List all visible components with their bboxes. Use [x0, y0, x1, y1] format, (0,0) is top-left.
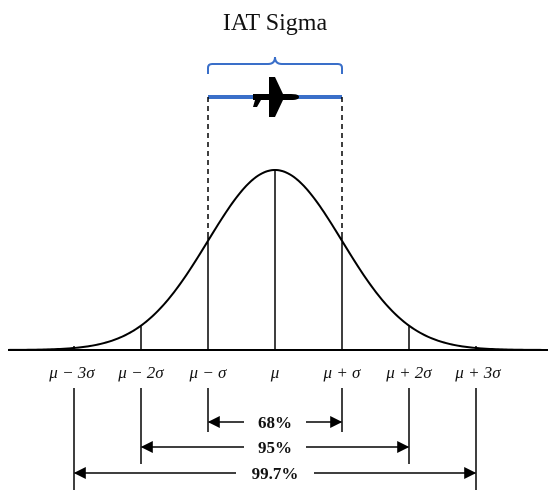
tick-label-plus1: μ + σ [323, 363, 362, 382]
airplane-icon [253, 77, 299, 117]
normal-distribution-curve [7, 169, 549, 351]
tick-label-minus3: μ − 3σ [48, 363, 95, 382]
sigma-bracket [207, 56, 343, 74]
range-label-997: 99.7% [252, 464, 299, 483]
diagram-title: IAT Sigma [223, 10, 328, 36]
tick-label-plus2: μ + 2σ [385, 363, 432, 382]
range-label-95: 95% [258, 438, 292, 457]
tick-label-mean: μ [270, 363, 280, 382]
tick-label-plus3: μ + 3σ [454, 363, 501, 382]
range-label-68: 68% [258, 413, 292, 432]
tick-label-minus1: μ − σ [189, 363, 228, 382]
tick-label-minus2: μ − 2σ [117, 363, 164, 382]
